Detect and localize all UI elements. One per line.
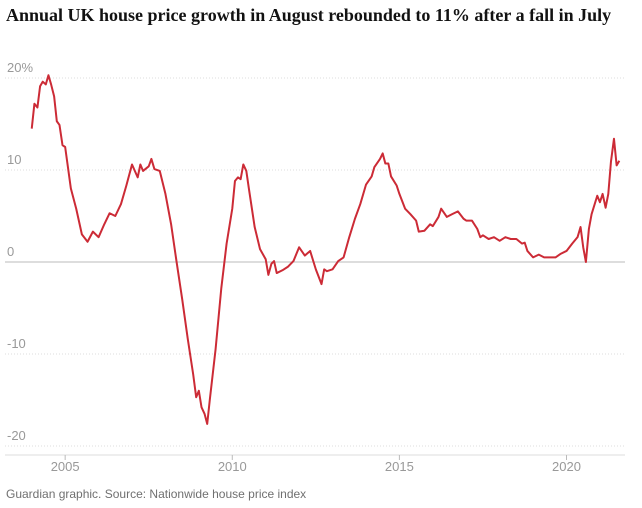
y-tick-label: -10: [7, 336, 26, 351]
x-tick-label: 2015: [385, 459, 414, 474]
y-tick-label: 0: [7, 244, 14, 259]
y-tick-label: 10: [7, 152, 21, 167]
x-tick-label: 2020: [552, 459, 581, 474]
y-tick-label: -20: [7, 428, 26, 443]
y-tick-label: 20%: [7, 60, 33, 75]
line-series: [30, 74, 621, 425]
chart-title: Annual UK house price growth in August r…: [6, 5, 612, 25]
x-tick-label: 2010: [218, 459, 247, 474]
x-tick-label: 2005: [51, 459, 80, 474]
source-note: Guardian graphic. Source: Nationwide hou…: [6, 487, 307, 501]
chart: 20% 10 0 -10 -20 2005 2010 2015 2020: [5, 60, 625, 474]
